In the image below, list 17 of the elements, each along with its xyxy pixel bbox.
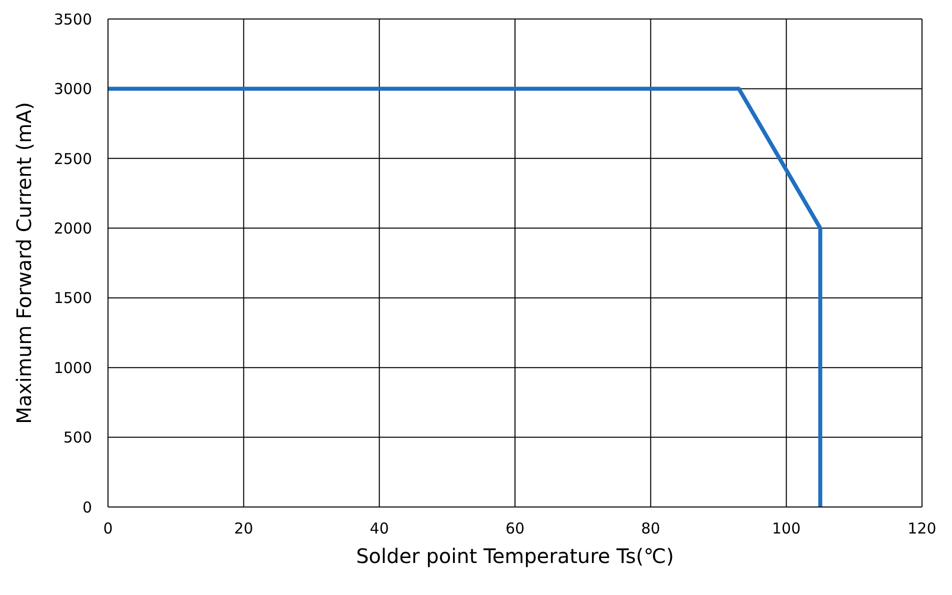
y-tick-label: 0 <box>82 498 92 516</box>
y-axis-title: Maximum Forward Current (mA) <box>12 102 36 424</box>
y-tick-label: 2500 <box>54 150 92 168</box>
y-tick-label: 500 <box>63 428 92 447</box>
y-tick-label: 3000 <box>54 80 92 98</box>
y-tick-label: 1000 <box>54 358 92 377</box>
x-tick-label: 60 <box>505 520 525 538</box>
x-tick-label: 80 <box>641 520 660 538</box>
x-tick-label: 0 <box>103 520 113 538</box>
y-tick-label: 1500 <box>54 289 92 308</box>
y-tick-label: 3500 <box>54 10 92 28</box>
y-tick-label: 2000 <box>54 219 92 238</box>
x-tick-label: 120 <box>908 520 936 538</box>
x-tick-label: 20 <box>234 520 254 538</box>
x-tick-label: 40 <box>370 520 389 538</box>
x-tick-label: 100 <box>772 520 801 538</box>
x-axis-title: Solder point Temperature Ts(℃) <box>356 544 674 568</box>
